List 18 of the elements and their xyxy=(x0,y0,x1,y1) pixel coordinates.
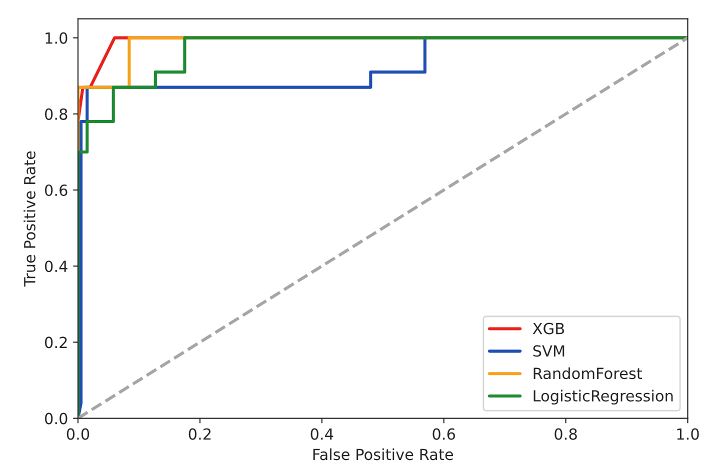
x-axis-title: False Positive Rate xyxy=(313,448,454,460)
y-axis-title: True Positive Rate xyxy=(24,151,36,287)
legend-label: RandomForest xyxy=(534,367,642,380)
y-tick-label: 1.0 xyxy=(46,32,68,44)
y-tick-label: 0.8 xyxy=(44,108,68,120)
y-tick-label: 0.2 xyxy=(44,336,67,348)
x-tick-label: 0.4 xyxy=(310,428,334,440)
legend-label: LogisticRegression xyxy=(534,390,673,405)
y-tick-label: 0.6 xyxy=(44,184,68,196)
x-tick-label: 1.0 xyxy=(677,428,699,440)
x-tick-label: 0.0 xyxy=(66,428,90,440)
x-tick-label: 0.8 xyxy=(554,428,577,440)
x-tick-label: 0.2 xyxy=(188,428,211,440)
legend-label: XGB xyxy=(532,322,564,334)
y-tick-label: 0.4 xyxy=(44,260,68,272)
x-tick-label: 0.6 xyxy=(432,428,456,440)
y-tick-label: 0.0 xyxy=(44,412,68,424)
legend-label: SVM xyxy=(533,345,564,357)
